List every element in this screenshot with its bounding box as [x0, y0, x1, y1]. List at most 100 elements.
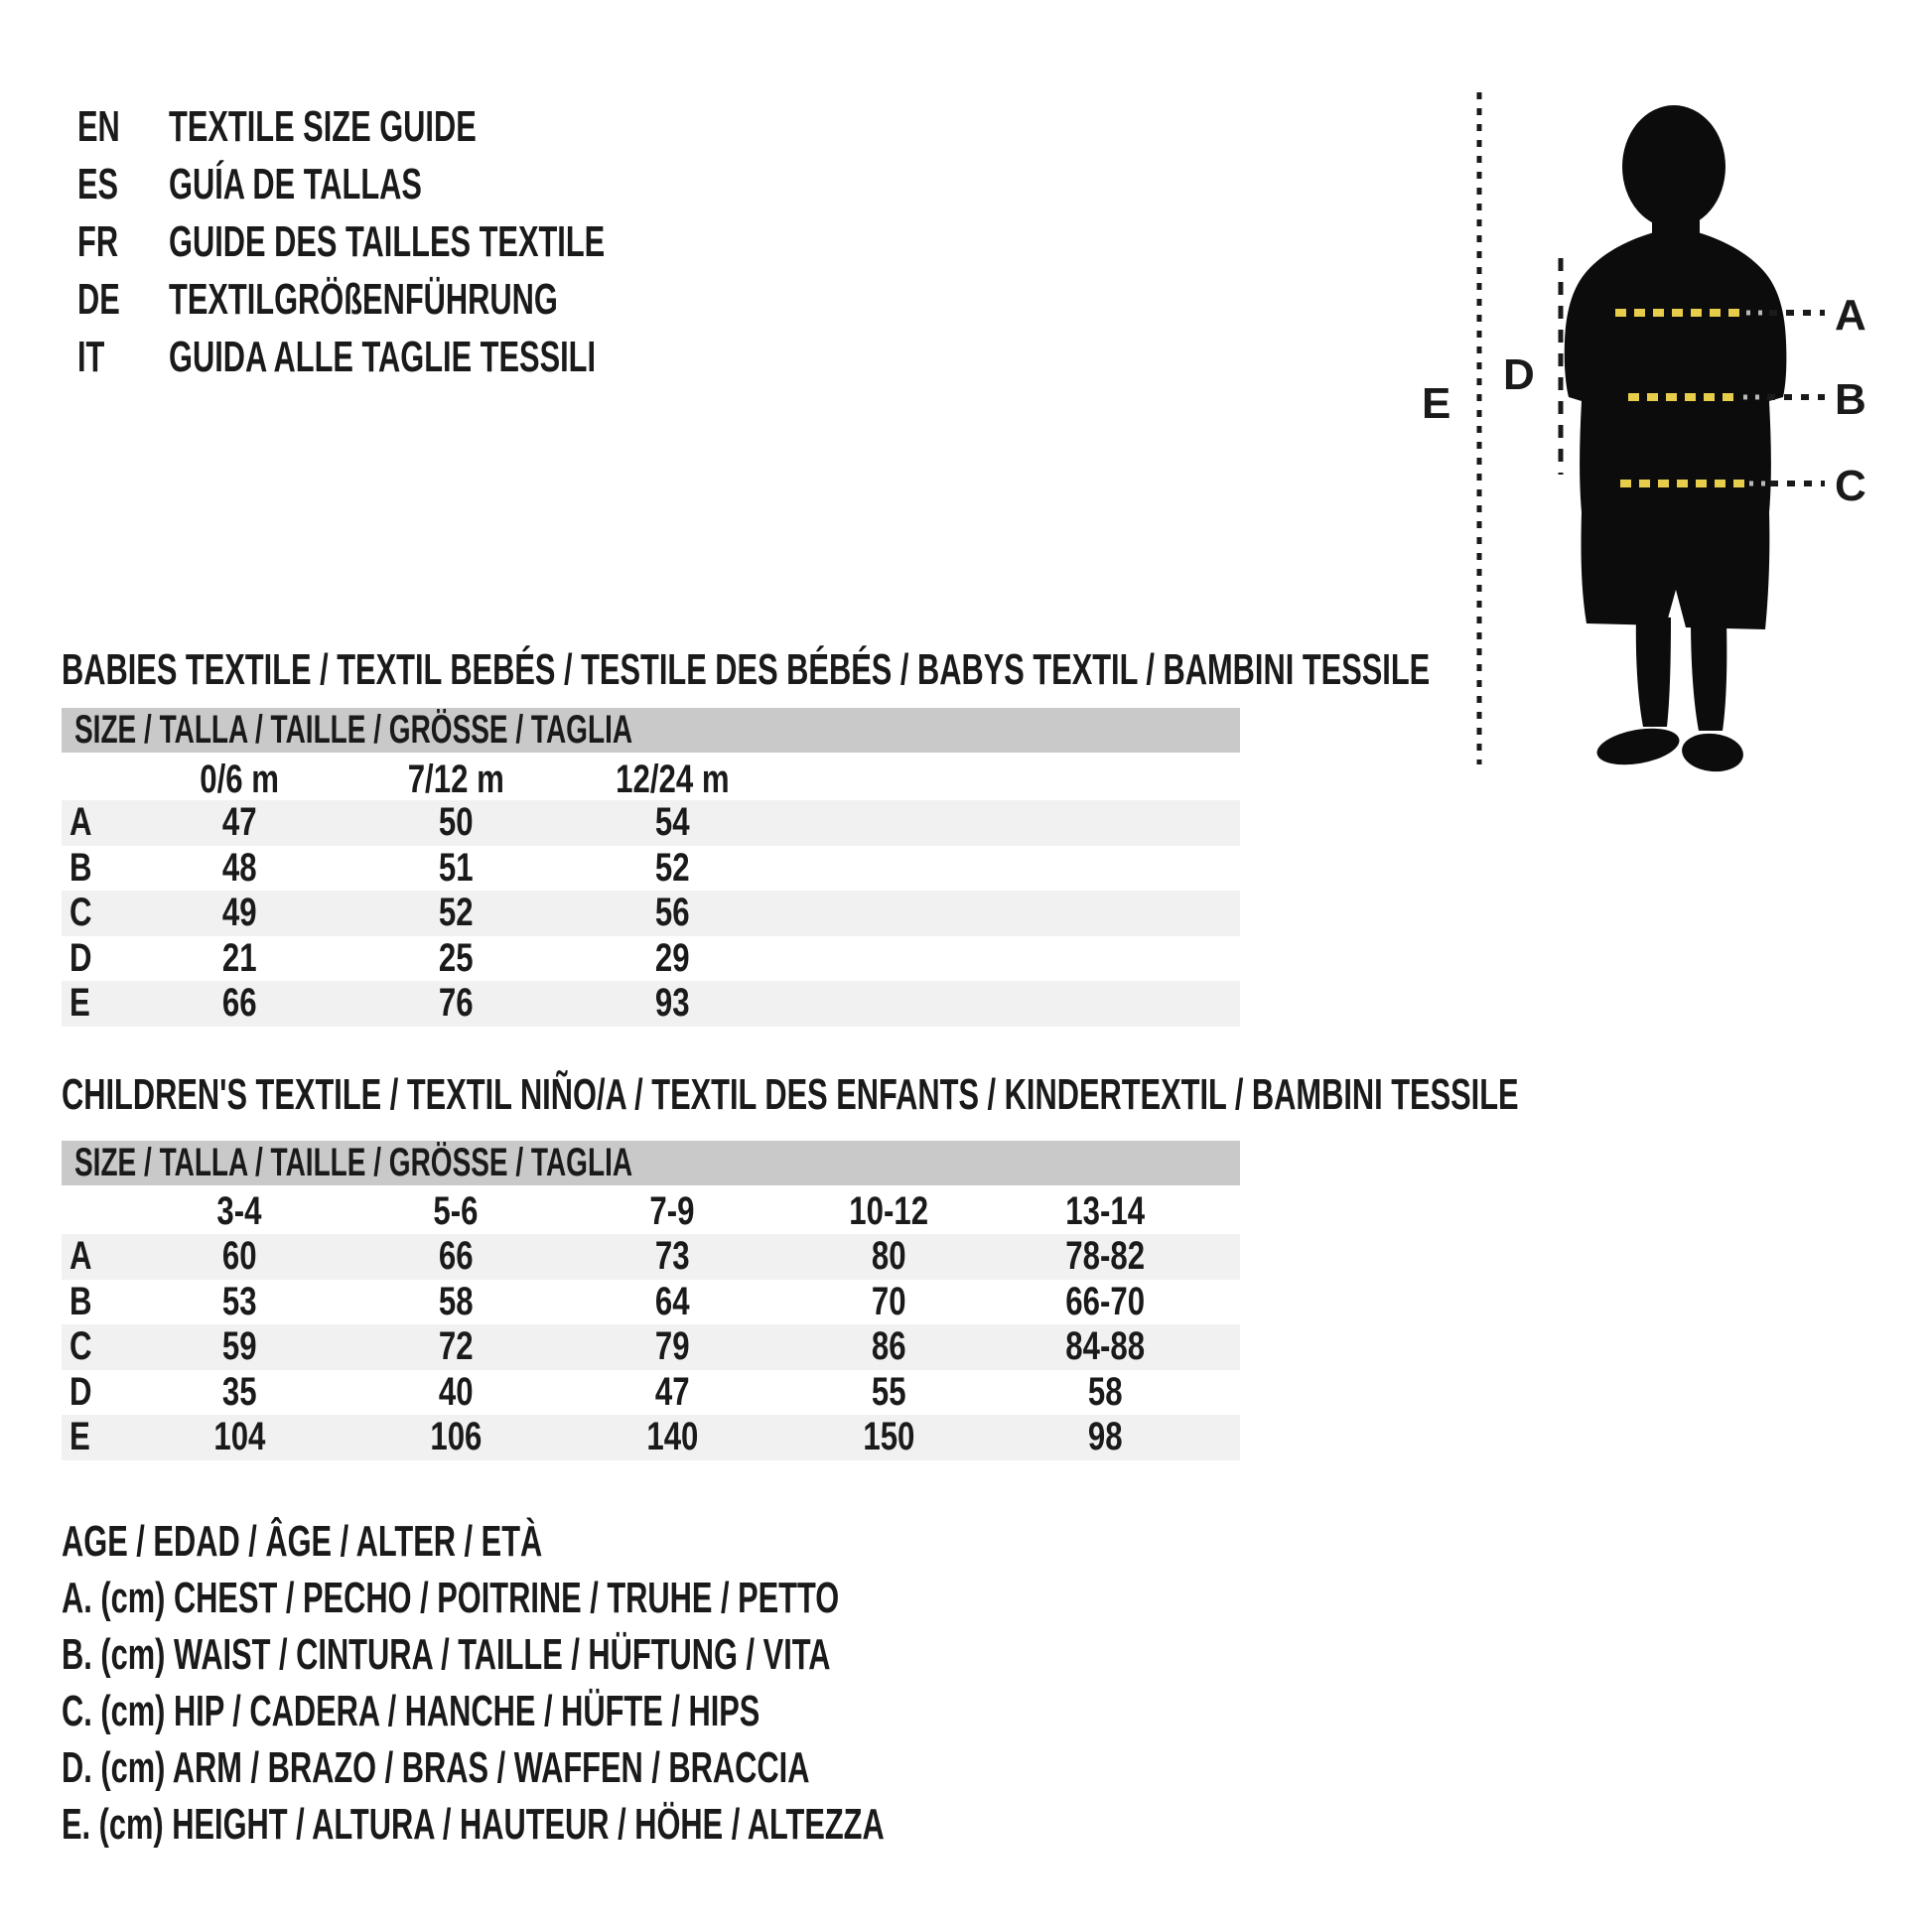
table-row-a: A 60 66 73 80 78-82: [62, 1234, 1240, 1280]
cell-value: 78-82: [1065, 1234, 1145, 1279]
table-row-b: B 53 58 64 70 66-70: [62, 1280, 1240, 1325]
cell-value: 40: [438, 1369, 474, 1414]
column-header: 7-9: [649, 1188, 695, 1233]
babies-section-title: BABIES TEXTILE / TEXTIL BEBÉS / TESTILE …: [62, 645, 1431, 694]
babies-size-header-bar: SIZE / TALLA / TAILLE / GRÖSSE / TAGLIA: [62, 708, 1240, 753]
babies-size-table: 0/6 m 7/12 m 12/24 m A 47 50 54 B 48 51 …: [62, 758, 1240, 1027]
language-code: EN: [77, 102, 120, 151]
table-row-c: C 59 72 79 86 84-88: [62, 1324, 1240, 1370]
cell-value: 70: [871, 1279, 906, 1323]
cell-value: 59: [221, 1324, 257, 1369]
figure-label-d: D: [1503, 350, 1535, 399]
column-header: 5-6: [433, 1188, 479, 1233]
table-row-d: D 35 40 47 55 58: [62, 1370, 1240, 1416]
cell-value: 56: [654, 891, 690, 935]
silhouette-torso: [1564, 232, 1787, 629]
table-row-a: A 47 50 54: [62, 800, 1240, 846]
language-code: FR: [77, 217, 119, 266]
cell-value: 50: [438, 800, 474, 845]
legend-line-chest: A. (cm) CHEST / PECHO / POITRINE / TRUHE…: [62, 1574, 840, 1622]
figure-label-e: E: [1422, 379, 1451, 428]
language-title: GUÍA DE TALLAS: [169, 160, 422, 208]
legend-line-height: E. (cm) HEIGHT / ALTURA / HAUTEUR / HÖHE…: [62, 1800, 885, 1849]
cell-value: 79: [654, 1324, 690, 1369]
silhouette-right-shoe: [1682, 733, 1743, 772]
cell-value: 150: [862, 1415, 915, 1459]
cell-value: 64: [654, 1279, 690, 1323]
cell-value: 52: [654, 845, 690, 890]
cell-value: 84-88: [1065, 1324, 1145, 1369]
language-code: DE: [77, 275, 120, 324]
cell-value: 140: [645, 1415, 699, 1459]
children-size-header-bar: SIZE / TALLA / TAILLE / GRÖSSE / TAGLIA: [62, 1141, 1240, 1185]
cell-value: 51: [438, 845, 474, 890]
row-label: C: [69, 891, 92, 935]
column-header: 10-12: [849, 1188, 928, 1233]
language-title: GUIDE DES TAILLES TEXTILE: [169, 217, 606, 266]
silhouette-left-leg: [1635, 616, 1671, 727]
column-header: 0/6 m: [200, 758, 279, 801]
size-header-label: SIZE / TALLA / TAILLE / GRÖSSE / TAGLIA: [74, 708, 633, 752]
cell-value: 49: [221, 891, 257, 935]
cell-value: 54: [654, 800, 690, 845]
cell-value: 52: [438, 891, 474, 935]
figure-label-c: C: [1835, 462, 1866, 510]
legend-line-waist: B. (cm) WAIST / CINTURA / TAILLE / HÜFTU…: [62, 1630, 831, 1679]
silhouette-right-leg: [1691, 620, 1727, 731]
cell-value: 66: [438, 1234, 474, 1279]
row-label: B: [69, 1279, 92, 1323]
figure-label-a: A: [1835, 291, 1866, 340]
child-silhouette: [1564, 105, 1787, 772]
cell-value: 98: [1087, 1415, 1123, 1459]
table-row-b: B 48 51 52: [62, 846, 1240, 892]
cell-value: 53: [221, 1279, 257, 1323]
size-header-label: SIZE / TALLA / TAILLE / GRÖSSE / TAGLIA: [74, 1141, 633, 1184]
row-label: A: [69, 800, 92, 845]
legend-line-hip: C. (cm) HIP / CADERA / HANCHE / HÜFTE / …: [62, 1687, 760, 1735]
cell-value: 21: [221, 935, 257, 980]
row-label: B: [69, 845, 92, 890]
language-title: GUIDA ALLE TAGLIE TESSILI: [169, 333, 597, 381]
cell-value: 60: [221, 1234, 257, 1279]
column-header: 7/12 m: [407, 758, 504, 801]
column-header: 13-14: [1065, 1188, 1145, 1233]
table-header-row: 0/6 m 7/12 m 12/24 m: [62, 758, 1240, 801]
language-code: ES: [77, 160, 119, 208]
cell-value: 55: [871, 1369, 906, 1414]
row-label: E: [69, 981, 90, 1026]
cell-value: 73: [654, 1234, 690, 1279]
legend-line-age: AGE / EDAD / ÂGE / ALTER / ETÀ: [62, 1517, 543, 1566]
column-header: 3-4: [216, 1188, 262, 1233]
cell-value: 104: [212, 1415, 266, 1459]
cell-value: 66: [221, 981, 257, 1026]
cell-value: 29: [654, 935, 690, 980]
cell-value: 106: [429, 1415, 483, 1459]
row-label: A: [69, 1234, 92, 1279]
language-title: TEXTILE SIZE GUIDE: [169, 102, 477, 151]
table-header-row: 3-4 5-6 7-9 10-12 13-14: [62, 1188, 1240, 1234]
column-header: 12/24 m: [615, 758, 730, 801]
cell-value: 58: [438, 1279, 474, 1323]
table-row-d: D 21 25 29: [62, 936, 1240, 982]
measurement-legend: AGE / EDAD / ÂGE / ALTER / ETÀ A. (cm) C…: [62, 1513, 1237, 1853]
cell-value: 80: [871, 1234, 906, 1279]
cell-value: 93: [654, 981, 690, 1026]
table-row-e: E 66 76 93: [62, 981, 1240, 1027]
row-label: D: [69, 935, 92, 980]
children-section-title: CHILDREN'S TEXTILE / TEXTIL NIÑO/A / TEX…: [62, 1070, 1519, 1119]
cell-value: 25: [438, 935, 474, 980]
children-size-table: 3-4 5-6 7-9 10-12 13-14 A 60 66 73 80 78…: [62, 1188, 1240, 1460]
row-label: C: [69, 1324, 92, 1369]
figure-label-b: B: [1835, 375, 1866, 424]
cell-value: 58: [1087, 1369, 1123, 1414]
language-code: IT: [77, 333, 105, 381]
table-row-e: E 104 106 140 150 98: [62, 1415, 1240, 1460]
row-label: E: [69, 1415, 90, 1459]
silhouette-left-shoe: [1596, 728, 1680, 765]
cell-value: 47: [654, 1369, 690, 1414]
cell-value: 72: [438, 1324, 474, 1369]
cell-value: 47: [221, 800, 257, 845]
cell-value: 76: [438, 981, 474, 1026]
row-label: D: [69, 1369, 92, 1414]
